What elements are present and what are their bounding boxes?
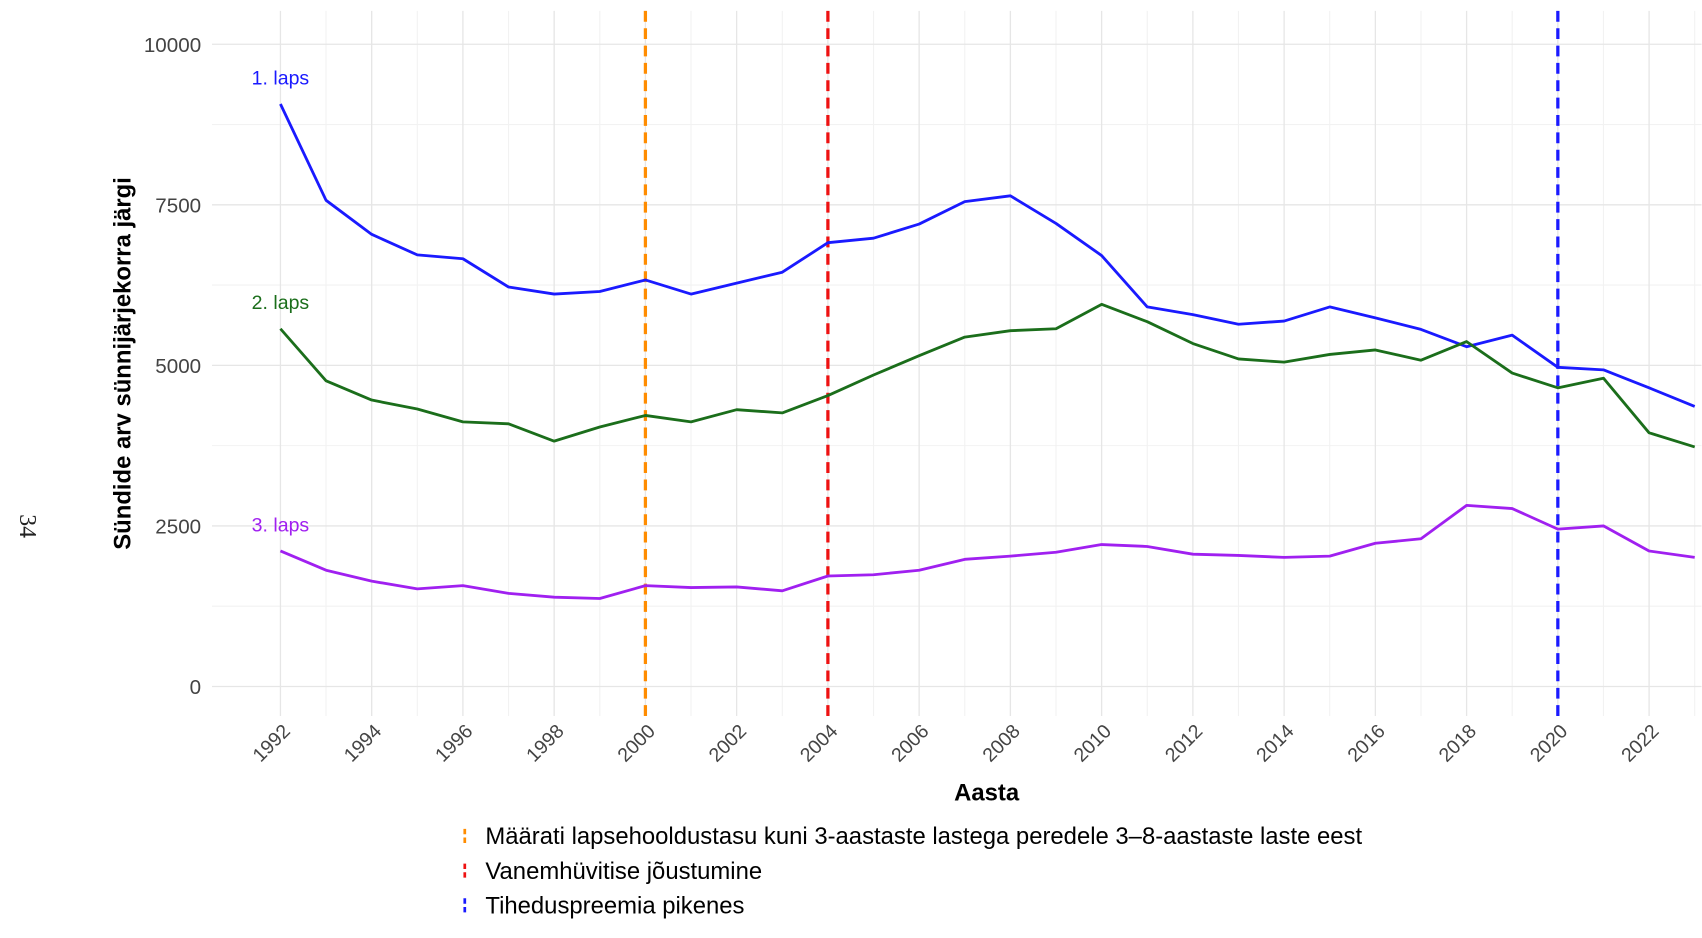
series-label: 1. laps <box>252 67 310 89</box>
x-tick-label: 2022 <box>1617 720 1663 766</box>
x-tick-label: 1996 <box>431 720 477 766</box>
series-line <box>279 503 1695 600</box>
legend-label: Tiheduspreemia pikenes <box>485 892 744 919</box>
x-tick-label: 1994 <box>340 720 386 766</box>
x-tick-label: 2008 <box>979 720 1025 766</box>
y-tick-label: 10000 <box>144 34 201 57</box>
x-tick-label: 2020 <box>1526 720 1572 766</box>
series-label: 2. laps <box>252 292 310 314</box>
y-tick-label: 2500 <box>155 516 201 539</box>
series-label: 3. laps <box>252 514 310 536</box>
x-tick-label: 2002 <box>705 720 751 766</box>
x-tick-label: 2018 <box>1435 720 1481 766</box>
y-tick-label: 0 <box>190 676 201 699</box>
x-axis-title: Aasta <box>954 780 1020 807</box>
y-axis-title: Sündide arv sünnijärjekorra järgi <box>110 177 137 550</box>
legend-label: Vanemhüvitise jõustumine <box>485 858 762 885</box>
x-tick-label: 2014 <box>1252 720 1298 766</box>
x-tick-label: 2006 <box>887 720 933 766</box>
y-tick-label: 5000 <box>155 355 201 378</box>
page-number: 34 <box>14 514 40 538</box>
series-line <box>279 103 1696 408</box>
y-tick-label: 7500 <box>155 194 201 217</box>
x-tick-label: 2010 <box>1070 720 1116 766</box>
x-tick-label: 2000 <box>614 720 660 766</box>
x-tick-label: 2016 <box>1343 720 1389 766</box>
x-tick-label: 1992 <box>249 720 295 766</box>
x-tick-label: 1998 <box>522 720 568 766</box>
x-tick-label: 2012 <box>1161 720 1207 766</box>
series-line <box>279 302 1696 449</box>
legend-label: Määrati lapsehooldustasu kuni 3-aastaste… <box>485 823 1362 850</box>
x-tick-label: 2004 <box>796 720 842 766</box>
